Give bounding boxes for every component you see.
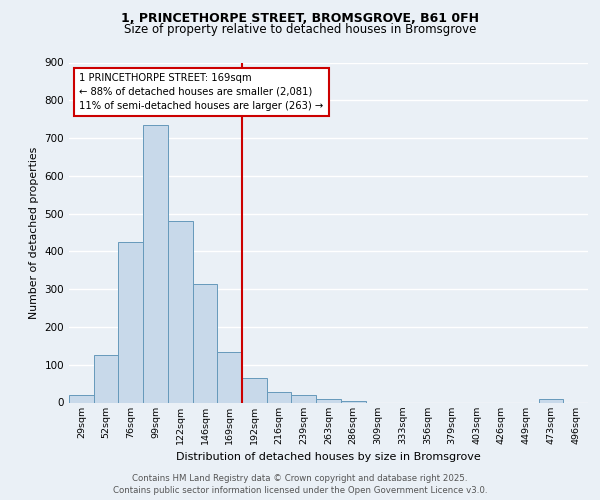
Bar (539, 400, 563, 402)
X-axis label: Distribution of detached houses by size in Bromsgrove: Distribution of detached houses by size … (176, 452, 481, 462)
Text: Size of property relative to detached houses in Bromsgrove: Size of property relative to detached ho… (124, 22, 476, 36)
Bar (193, 284, 217, 403)
Y-axis label: Number of detached properties: Number of detached properties (29, 146, 39, 318)
Bar (143, 125, 168, 402)
Bar (94, 356, 118, 403)
Bar (267, 392, 292, 402)
Bar (168, 221, 193, 402)
Bar (118, 242, 143, 402)
Bar (292, 395, 316, 402)
Bar (242, 378, 267, 402)
Bar (341, 400, 365, 402)
Bar (69, 395, 94, 402)
Text: 1, PRINCETHORPE STREET, BROMSGROVE, B61 0FH: 1, PRINCETHORPE STREET, BROMSGROVE, B61 … (121, 12, 479, 26)
Text: 1 PRINCETHORPE STREET: 169sqm
← 88% of detached houses are smaller (2,081)
11% o: 1 PRINCETHORPE STREET: 169sqm ← 88% of d… (79, 72, 323, 110)
Text: Contains HM Land Registry data © Crown copyright and database right 2025.
Contai: Contains HM Land Registry data © Crown c… (113, 474, 487, 495)
Bar (316, 398, 341, 402)
Bar (217, 352, 242, 403)
